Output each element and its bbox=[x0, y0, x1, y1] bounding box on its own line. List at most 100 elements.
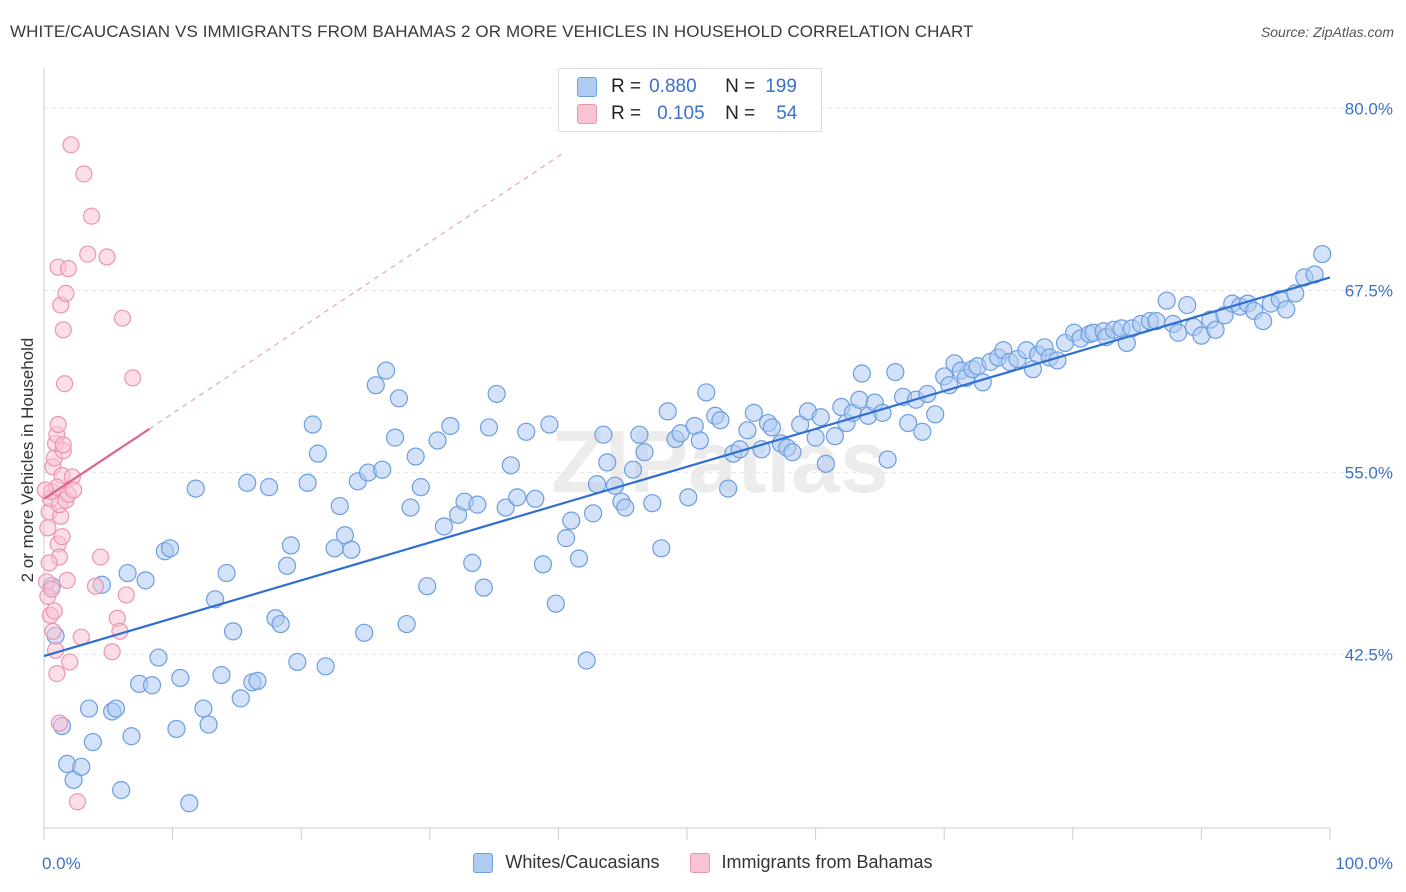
data-point-white bbox=[825, 427, 844, 446]
data-point-bahamas bbox=[59, 260, 78, 278]
data-point-white bbox=[719, 479, 738, 498]
axes bbox=[43, 68, 1331, 840]
r-label: R = bbox=[611, 76, 642, 97]
data-point-white bbox=[1157, 291, 1176, 310]
data-point-white bbox=[223, 622, 243, 641]
data-point-white bbox=[1169, 323, 1188, 342]
data-point-white bbox=[355, 623, 374, 642]
pink-swatch bbox=[689, 852, 710, 873]
data-point-white bbox=[277, 556, 297, 575]
data-point-white bbox=[231, 689, 250, 708]
series-legend: Whites/Caucasians Immigrants from Bahama… bbox=[0, 852, 1406, 873]
data-point-white bbox=[376, 361, 396, 380]
data-point-white bbox=[79, 699, 99, 718]
data-point-white bbox=[271, 614, 290, 634]
data-point-white bbox=[418, 577, 437, 596]
data-point-bahamas bbox=[55, 375, 74, 393]
data-point-white bbox=[142, 676, 162, 695]
legend-row-white: R = 0.880 N = 199 bbox=[577, 75, 797, 99]
data-point-white bbox=[584, 504, 603, 523]
data-point-white bbox=[441, 416, 460, 436]
data-point-white bbox=[886, 362, 905, 382]
data-point-white bbox=[303, 415, 322, 434]
data-point-bahamas bbox=[54, 436, 72, 454]
blue-swatch bbox=[473, 852, 494, 873]
data-point-white bbox=[526, 489, 545, 508]
data-point-bahamas bbox=[40, 554, 58, 572]
legend-item-whites: Whites/Caucasians bbox=[473, 852, 660, 873]
y-tick-label: 42.5% bbox=[1345, 646, 1393, 665]
data-point-bahamas bbox=[124, 369, 142, 387]
data-point-white bbox=[557, 529, 576, 548]
data-point-white bbox=[744, 403, 763, 422]
data-point-white bbox=[711, 411, 730, 430]
legend-label-bahamas: Immigrants from Bahamas bbox=[721, 852, 933, 872]
data-point-white bbox=[562, 511, 581, 530]
data-point-white bbox=[72, 757, 91, 776]
data-point-white bbox=[281, 536, 301, 555]
data-point-white bbox=[298, 473, 317, 492]
data-point-white bbox=[501, 456, 520, 475]
data-point-bahamas bbox=[57, 284, 75, 303]
data-point-white bbox=[738, 421, 757, 440]
n-value-white: 199 bbox=[765, 76, 797, 97]
trend-line-bahamas bbox=[43, 427, 151, 500]
data-point-bahamas bbox=[113, 309, 132, 327]
data-point-white bbox=[167, 719, 186, 739]
data-point-white bbox=[899, 413, 918, 433]
grid-lines bbox=[44, 107, 1396, 656]
data-point-white bbox=[122, 727, 141, 746]
data-point-white bbox=[587, 475, 607, 494]
data-point-bahamas bbox=[75, 165, 93, 183]
data-point-white bbox=[342, 540, 361, 559]
data-point-white bbox=[540, 415, 559, 434]
data-point-white bbox=[259, 478, 279, 497]
data-point-bahamas bbox=[61, 653, 79, 671]
data-point-white bbox=[635, 443, 654, 462]
data-point-white bbox=[468, 495, 487, 514]
data-point-white bbox=[616, 498, 635, 517]
legend-row-bahamas: R = 0.105 N = 54 bbox=[577, 102, 797, 126]
data-point-white bbox=[463, 553, 482, 572]
data-point-white bbox=[517, 422, 536, 441]
r-value-white: 0.880 bbox=[649, 76, 697, 97]
data-point-white bbox=[474, 578, 493, 597]
data-point-white bbox=[401, 498, 420, 517]
data-point-white bbox=[171, 668, 190, 688]
pink-swatch bbox=[577, 104, 597, 124]
blue-swatch bbox=[577, 77, 597, 97]
data-point-white bbox=[1178, 295, 1197, 315]
data-point-white bbox=[569, 549, 589, 568]
legend-item-bahamas: Immigrants from Bahamas bbox=[689, 852, 933, 873]
chart-title: WHITE/CAUCASIAN VS IMMIGRANTS FROM BAHAM… bbox=[10, 22, 974, 41]
data-point-white bbox=[630, 425, 649, 444]
data-point-white bbox=[118, 563, 137, 583]
data-point-white bbox=[623, 460, 643, 479]
data-point-white bbox=[389, 389, 409, 408]
n-label: N = bbox=[725, 103, 756, 124]
data-point-white bbox=[811, 408, 830, 427]
white-caucasian-points bbox=[42, 244, 1332, 813]
data-point-bahamas bbox=[54, 321, 72, 339]
data-point-white bbox=[238, 473, 257, 492]
trend-lines bbox=[43, 276, 1331, 658]
data-point-white bbox=[913, 422, 932, 441]
data-point-white bbox=[199, 715, 218, 734]
data-point-white bbox=[577, 651, 596, 670]
data-point-white bbox=[248, 671, 267, 690]
data-point-white bbox=[546, 594, 565, 613]
data-point-white bbox=[160, 539, 180, 558]
data-point-bahamas bbox=[44, 622, 62, 640]
data-point-bahamas bbox=[82, 207, 101, 225]
data-point-white bbox=[926, 405, 945, 424]
y-tick-label: 55.0% bbox=[1345, 464, 1393, 483]
data-point-white bbox=[690, 431, 709, 450]
data-point-bahamas bbox=[49, 415, 67, 434]
data-point-white bbox=[330, 496, 349, 516]
data-point-white bbox=[487, 384, 506, 404]
data-point-white bbox=[397, 614, 416, 634]
data-point-bahamas bbox=[68, 793, 87, 811]
data-point-white bbox=[479, 418, 499, 437]
data-point-white bbox=[366, 376, 385, 395]
